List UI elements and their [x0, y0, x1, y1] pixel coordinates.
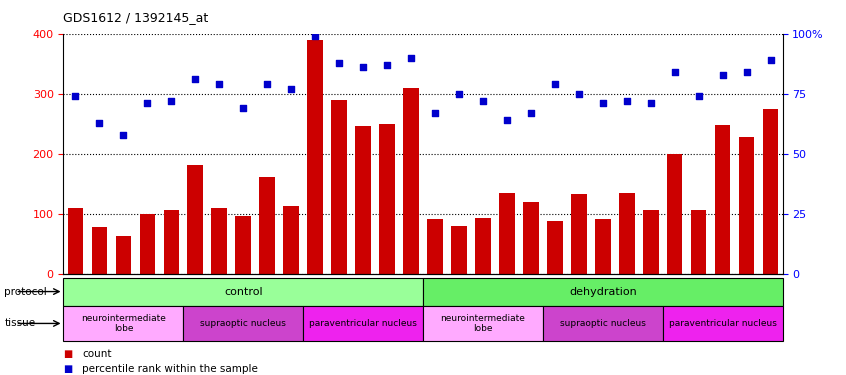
Point: [476, 98, 490, 104]
Text: paraventricular nucleus: paraventricular nucleus: [668, 319, 777, 328]
Point: [524, 110, 537, 116]
Point: [284, 86, 298, 92]
Point: [548, 81, 562, 87]
Bar: [91, 227, 107, 274]
Point: [739, 69, 753, 75]
Point: [332, 60, 346, 66]
Bar: [619, 193, 634, 274]
Point: [692, 93, 706, 99]
Text: supraoptic nucleus: supraoptic nucleus: [560, 319, 645, 328]
Bar: [68, 208, 83, 274]
Bar: [63, 278, 423, 306]
Text: neurointermediate
lobe: neurointermediate lobe: [441, 314, 525, 333]
Bar: [739, 137, 755, 274]
Bar: [643, 210, 658, 274]
Text: ■: ■: [63, 350, 73, 359]
Text: paraventricular nucleus: paraventricular nucleus: [309, 319, 417, 328]
Bar: [715, 125, 730, 274]
Point: [308, 33, 321, 39]
Point: [452, 91, 465, 97]
Point: [764, 57, 777, 63]
Text: supraoptic nucleus: supraoptic nucleus: [201, 319, 286, 328]
Bar: [691, 210, 706, 274]
Bar: [235, 216, 251, 274]
Text: percentile rank within the sample: percentile rank within the sample: [82, 364, 258, 374]
Point: [380, 62, 393, 68]
Bar: [379, 124, 395, 274]
Bar: [163, 210, 179, 274]
Bar: [499, 193, 514, 274]
Bar: [63, 306, 184, 341]
Point: [404, 55, 418, 61]
Point: [644, 100, 657, 106]
Bar: [547, 221, 563, 274]
Bar: [662, 306, 783, 341]
Point: [212, 81, 226, 87]
Text: protocol: protocol: [4, 286, 47, 297]
Bar: [595, 219, 611, 274]
Bar: [116, 236, 131, 274]
Point: [92, 120, 106, 126]
Bar: [188, 165, 203, 274]
Bar: [543, 306, 662, 341]
Bar: [523, 202, 539, 274]
Text: control: control: [224, 286, 262, 297]
Point: [428, 110, 442, 116]
Point: [117, 132, 130, 138]
Bar: [260, 177, 275, 274]
Point: [667, 69, 681, 75]
Point: [500, 117, 514, 123]
Point: [572, 91, 585, 97]
Point: [261, 81, 274, 87]
Point: [596, 100, 609, 106]
Point: [716, 72, 729, 78]
Bar: [140, 214, 155, 274]
Bar: [355, 126, 371, 274]
Bar: [763, 109, 778, 274]
Bar: [667, 154, 683, 274]
Bar: [475, 218, 491, 274]
Bar: [451, 226, 467, 274]
Point: [140, 100, 154, 106]
Bar: [423, 306, 543, 341]
Bar: [332, 100, 347, 274]
Bar: [307, 40, 323, 274]
Point: [189, 76, 202, 82]
Text: GDS1612 / 1392145_at: GDS1612 / 1392145_at: [63, 11, 209, 24]
Text: neurointermediate
lobe: neurointermediate lobe: [81, 314, 166, 333]
Text: ■: ■: [63, 364, 73, 374]
Bar: [427, 219, 442, 274]
Bar: [571, 194, 586, 274]
Point: [356, 64, 370, 70]
Point: [69, 93, 82, 99]
Bar: [404, 88, 419, 274]
Bar: [303, 306, 423, 341]
Bar: [283, 206, 299, 274]
Text: dehydration: dehydration: [569, 286, 637, 297]
Point: [236, 105, 250, 111]
Bar: [212, 208, 227, 274]
Point: [164, 98, 178, 104]
Text: count: count: [82, 350, 112, 359]
Bar: [184, 306, 303, 341]
Bar: [423, 278, 783, 306]
Point: [620, 98, 634, 104]
Text: tissue: tissue: [4, 318, 36, 328]
